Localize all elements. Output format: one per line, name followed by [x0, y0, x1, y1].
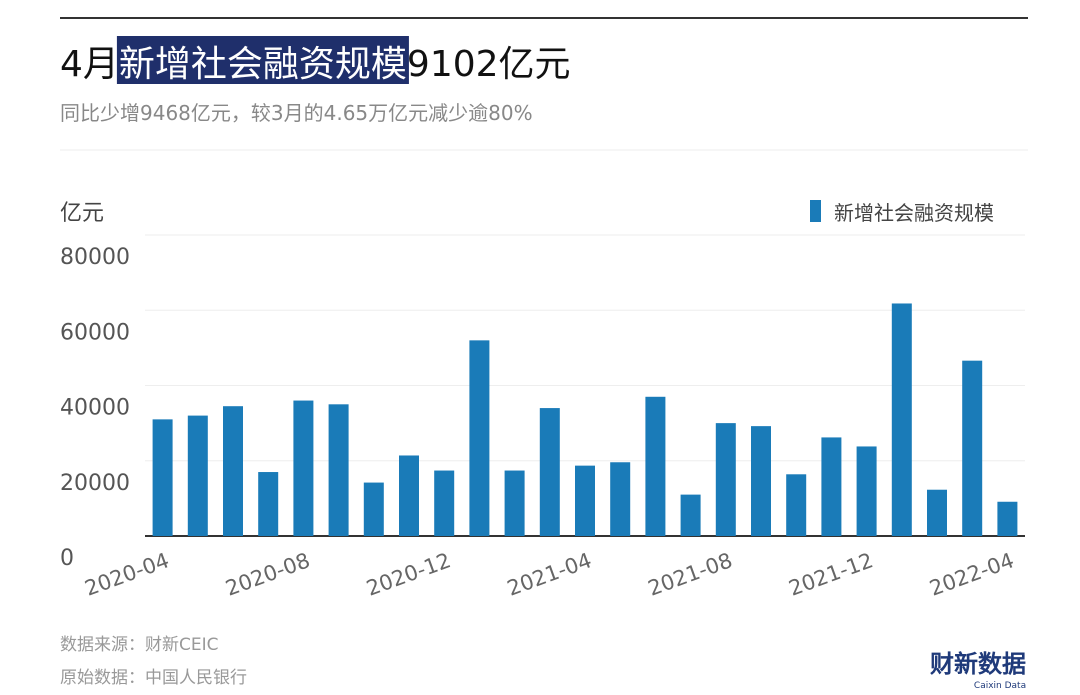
bar	[504, 470, 525, 536]
bar	[927, 489, 947, 536]
x-tick-label: 2020-08	[222, 548, 313, 601]
chart-title: 4月新增社会融资规模9102亿元	[60, 44, 571, 85]
bar	[786, 474, 807, 536]
bar	[997, 501, 1018, 536]
bar	[575, 465, 595, 536]
bar	[152, 419, 173, 536]
bar	[610, 462, 631, 536]
y-tick-label: 60000	[60, 320, 130, 345]
x-tick-label: 2020-04	[82, 548, 173, 601]
logo: 财新数据	[930, 650, 1026, 678]
y-tick-label: 20000	[60, 471, 130, 496]
x-tick-label: 2021-04	[504, 548, 595, 601]
bar	[856, 446, 877, 536]
title-part: 4月	[60, 44, 119, 85]
bar	[751, 426, 771, 536]
bar	[962, 360, 983, 536]
title-part: 9102亿元	[407, 44, 571, 85]
title-highlight	[116, 36, 409, 84]
bar	[223, 406, 243, 536]
bar	[891, 303, 912, 536]
bar	[434, 470, 455, 536]
bar	[328, 404, 349, 536]
source: 数据来源：财新CEIC	[60, 635, 219, 655]
bar	[539, 408, 560, 536]
bar	[715, 423, 736, 536]
logo-sub: Caixin Data	[974, 681, 1026, 691]
x-tick-label: 2021-08	[645, 548, 736, 601]
raw-source: 原始数据：中国人民银行	[60, 668, 247, 688]
bar	[363, 482, 384, 536]
bar	[821, 437, 842, 536]
bar	[399, 455, 419, 536]
x-tick-label: 2022-04	[926, 548, 1017, 601]
legend-label: 新增社会融资规模	[834, 201, 994, 225]
x-tick-label: 2021-12	[786, 548, 877, 601]
x-tick-label: 2020-12	[363, 548, 454, 601]
bar	[293, 400, 314, 536]
subtitle: 同比少增9468亿元，较3月的4.65万亿元减少逾80%	[60, 101, 533, 125]
y-unit: 亿元	[60, 201, 104, 226]
title-part: 新增社会融资规模	[119, 44, 407, 85]
bar	[469, 340, 490, 536]
bar	[258, 472, 279, 536]
bar	[187, 415, 208, 536]
bar	[645, 396, 666, 536]
y-tick-label: 80000	[60, 245, 130, 270]
legend-swatch	[810, 200, 821, 222]
y-tick-label: 0	[60, 546, 74, 571]
y-tick-label: 40000	[60, 396, 130, 421]
bar	[680, 494, 701, 536]
